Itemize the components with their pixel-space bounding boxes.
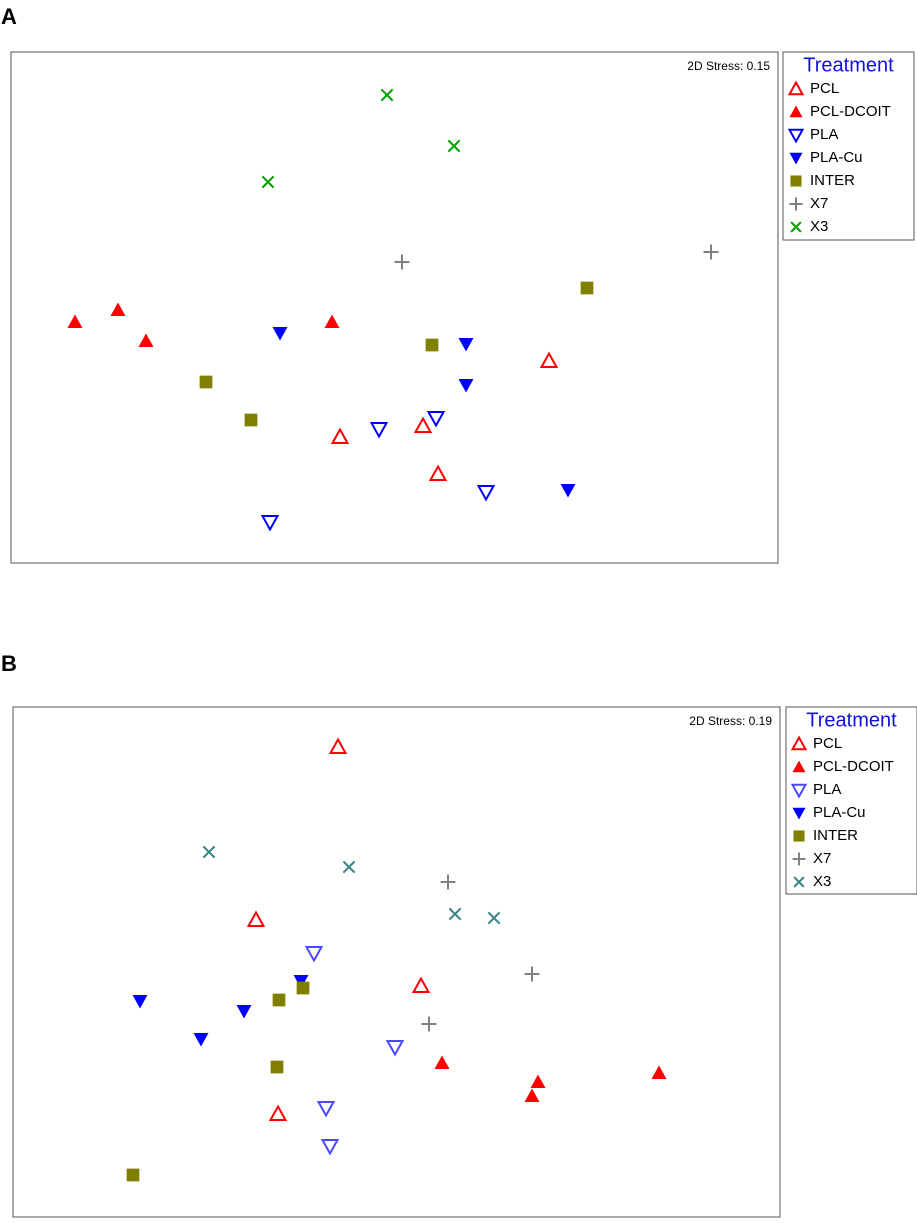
legend-swatch — [790, 175, 802, 187]
legend-label: PCL — [810, 80, 839, 97]
legend-swatch — [792, 760, 806, 773]
legend-swatch — [790, 221, 802, 233]
plot-frame — [10, 51, 779, 564]
point — [530, 1074, 546, 1088]
point — [369, 422, 389, 439]
legend-label: PLA — [813, 781, 841, 798]
point — [458, 379, 474, 393]
legend-label: X7 — [813, 850, 831, 867]
point — [411, 976, 431, 993]
legend-swatch — [793, 876, 805, 888]
point — [67, 314, 83, 328]
point — [246, 910, 266, 927]
point — [193, 1033, 209, 1047]
point — [316, 1101, 336, 1118]
point — [270, 1060, 284, 1074]
stress-annotation: 2D Stress: 0.15 — [687, 59, 770, 73]
legend-swatch — [793, 830, 805, 842]
legend-label: INTER — [813, 827, 858, 844]
point — [324, 314, 340, 328]
point — [380, 88, 394, 102]
point — [580, 281, 594, 295]
legend-label: INTER — [810, 172, 855, 189]
point — [476, 485, 496, 502]
point — [425, 338, 439, 352]
point — [261, 175, 275, 189]
point — [132, 995, 148, 1009]
point — [560, 484, 576, 498]
legend-swatch — [789, 197, 803, 211]
legend-frame — [785, 706, 917, 895]
legend-label: X7 — [810, 195, 828, 212]
point — [296, 981, 310, 995]
point — [703, 244, 719, 260]
point — [426, 411, 446, 428]
legend-swatch — [790, 735, 808, 751]
point — [434, 1055, 450, 1069]
point — [202, 845, 216, 859]
point — [448, 907, 462, 921]
point — [342, 860, 356, 874]
legend-swatch — [792, 852, 806, 866]
point — [126, 1168, 140, 1182]
point — [539, 351, 559, 368]
point — [244, 413, 258, 427]
point — [272, 327, 288, 341]
point — [394, 254, 410, 270]
legend-swatch — [789, 152, 803, 165]
legend-swatch — [787, 80, 805, 96]
legend-label: X3 — [810, 218, 828, 235]
point — [440, 874, 456, 890]
point — [421, 1016, 437, 1032]
point — [428, 464, 448, 481]
legend-label: PCL — [813, 735, 842, 752]
point — [236, 1005, 252, 1019]
legend-swatch — [789, 105, 803, 118]
point — [413, 416, 433, 433]
legend-label: PLA — [810, 126, 838, 143]
legend-label: X3 — [813, 873, 831, 890]
plot-frame — [12, 706, 781, 1218]
point — [138, 333, 154, 347]
point — [110, 302, 126, 316]
stress-annotation: 2D Stress: 0.19 — [689, 714, 772, 728]
legend-swatch — [787, 128, 805, 144]
legend-frame — [782, 51, 915, 241]
point — [487, 911, 501, 925]
legend-label: PCL-DCOIT — [810, 103, 891, 120]
legend-swatch — [790, 783, 808, 799]
point — [524, 1088, 540, 1102]
point — [651, 1065, 667, 1079]
point — [385, 1040, 405, 1057]
legend-swatch — [792, 807, 806, 820]
legend-title: Treatment — [806, 709, 897, 731]
point — [458, 338, 474, 352]
point — [260, 515, 280, 532]
legend-title: Treatment — [803, 54, 894, 76]
point — [199, 375, 213, 389]
point — [524, 966, 540, 982]
legend-label: PCL-DCOIT — [813, 758, 894, 775]
panel-label: A — [1, 4, 17, 29]
legend-label: PLA-Cu — [810, 149, 863, 166]
point — [447, 139, 461, 153]
point — [272, 993, 286, 1007]
point — [328, 737, 348, 754]
point — [268, 1104, 288, 1121]
point — [330, 427, 350, 444]
panel-label: B — [1, 651, 17, 676]
point — [320, 1139, 340, 1156]
legend-label: PLA-Cu — [813, 804, 866, 821]
point — [304, 946, 324, 963]
